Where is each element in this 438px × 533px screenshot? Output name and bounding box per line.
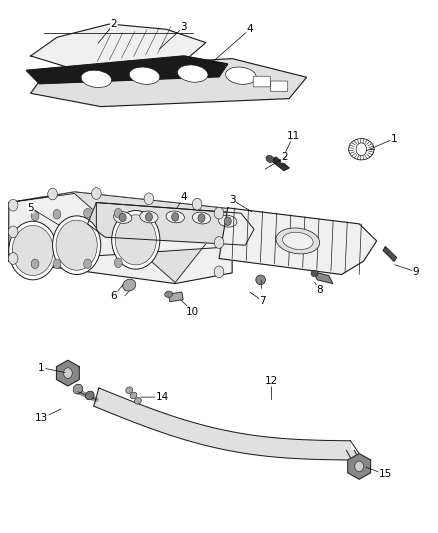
Text: 13: 13: [35, 414, 48, 423]
Polygon shape: [31, 59, 307, 107]
Text: 15: 15: [379, 470, 392, 479]
Ellipse shape: [134, 398, 141, 404]
Polygon shape: [96, 203, 254, 256]
Text: 2: 2: [110, 19, 117, 29]
Ellipse shape: [130, 392, 137, 399]
Polygon shape: [219, 208, 377, 274]
Circle shape: [114, 208, 122, 218]
Ellipse shape: [123, 279, 136, 291]
Circle shape: [356, 143, 367, 156]
FancyBboxPatch shape: [253, 76, 270, 87]
Circle shape: [53, 209, 61, 219]
Circle shape: [8, 253, 18, 264]
Text: 3: 3: [180, 22, 187, 31]
Circle shape: [355, 461, 364, 472]
Ellipse shape: [311, 270, 318, 277]
Text: 3: 3: [229, 195, 236, 205]
Ellipse shape: [81, 70, 112, 87]
Text: 6: 6: [110, 291, 117, 301]
Circle shape: [9, 221, 57, 280]
Circle shape: [48, 188, 57, 200]
Circle shape: [31, 259, 39, 269]
FancyBboxPatch shape: [271, 81, 288, 92]
Polygon shape: [383, 247, 396, 261]
Polygon shape: [313, 272, 333, 284]
Ellipse shape: [177, 65, 208, 82]
Text: 7: 7: [259, 296, 266, 306]
Circle shape: [172, 213, 179, 221]
Circle shape: [112, 211, 160, 269]
Circle shape: [8, 199, 18, 211]
Polygon shape: [9, 192, 232, 282]
Circle shape: [92, 188, 101, 199]
Polygon shape: [9, 192, 232, 284]
Ellipse shape: [192, 212, 211, 224]
Polygon shape: [88, 203, 254, 245]
Circle shape: [214, 207, 224, 219]
Ellipse shape: [165, 291, 173, 297]
Polygon shape: [169, 292, 183, 302]
Circle shape: [214, 266, 224, 278]
Circle shape: [53, 259, 61, 269]
Text: 10: 10: [186, 307, 199, 317]
Ellipse shape: [140, 211, 158, 223]
Circle shape: [53, 216, 101, 274]
Ellipse shape: [85, 391, 94, 400]
Circle shape: [198, 214, 205, 222]
Circle shape: [64, 368, 72, 378]
Polygon shape: [346, 450, 363, 466]
Text: 12: 12: [265, 376, 278, 386]
Circle shape: [8, 226, 18, 238]
Text: 4: 4: [246, 25, 253, 34]
Polygon shape: [31, 24, 206, 69]
Circle shape: [192, 198, 202, 210]
Ellipse shape: [226, 67, 256, 84]
Polygon shape: [271, 157, 289, 171]
Circle shape: [214, 237, 224, 248]
Polygon shape: [57, 360, 79, 386]
Polygon shape: [348, 454, 371, 479]
Text: 9: 9: [413, 267, 420, 277]
Text: 5: 5: [27, 203, 34, 213]
Polygon shape: [94, 388, 350, 460]
Circle shape: [56, 220, 97, 270]
Circle shape: [84, 259, 92, 269]
Circle shape: [115, 215, 156, 265]
Text: 11: 11: [287, 131, 300, 141]
Ellipse shape: [266, 155, 274, 163]
Text: 14: 14: [155, 392, 169, 402]
Ellipse shape: [166, 211, 184, 223]
Text: 4: 4: [180, 192, 187, 202]
Circle shape: [145, 213, 152, 221]
Circle shape: [144, 193, 154, 205]
Ellipse shape: [73, 384, 83, 394]
Circle shape: [12, 225, 53, 276]
Circle shape: [114, 258, 122, 268]
Ellipse shape: [283, 232, 313, 249]
Text: 2: 2: [281, 152, 288, 162]
Circle shape: [31, 211, 39, 221]
Circle shape: [119, 213, 126, 222]
Text: 1: 1: [38, 363, 45, 373]
Circle shape: [84, 208, 92, 218]
Ellipse shape: [219, 215, 237, 227]
Polygon shape: [26, 56, 228, 84]
Ellipse shape: [256, 275, 265, 285]
Ellipse shape: [113, 212, 132, 223]
Ellipse shape: [129, 67, 160, 84]
Circle shape: [224, 217, 231, 225]
Ellipse shape: [126, 387, 133, 393]
Ellipse shape: [276, 228, 320, 254]
Text: 8: 8: [316, 286, 323, 295]
Text: 1: 1: [391, 134, 398, 143]
